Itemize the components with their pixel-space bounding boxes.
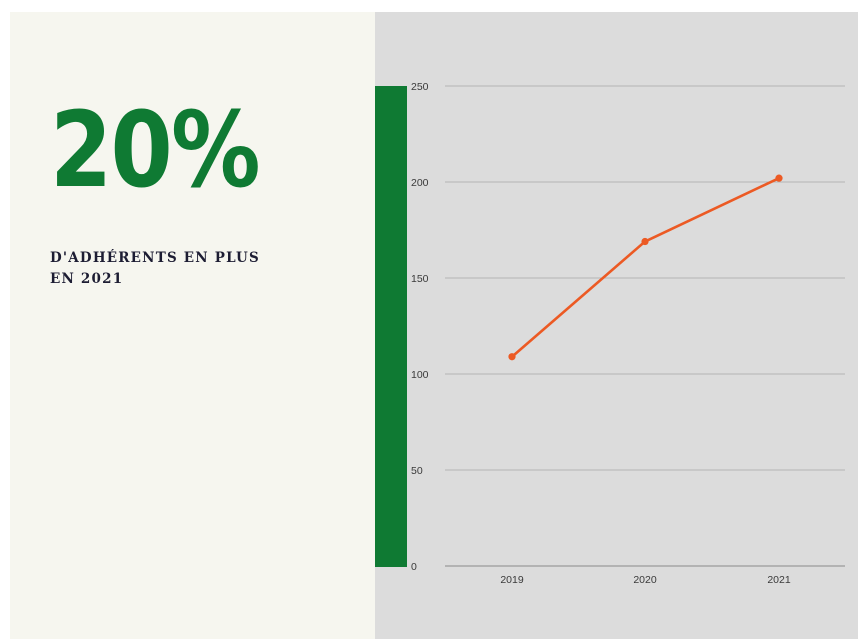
data-point-2019: [508, 353, 516, 361]
y-tick-label: 200: [411, 177, 429, 189]
stat-panel: 20% D'ADHÉRENTS EN PLUS EN 2021: [10, 12, 375, 639]
data-points: [508, 174, 783, 361]
x-tick-label: 2021: [767, 574, 791, 586]
y-tick-label: 50: [411, 465, 423, 477]
accent-bar: [375, 86, 407, 567]
y-tick-label: 250: [411, 81, 429, 93]
y-tick-label: 100: [411, 369, 429, 381]
chart-panel: 0 50 100 150 200 250 2019 2020 2021: [375, 12, 858, 639]
data-point-2020: [641, 237, 649, 246]
caption-line-1: D'ADHÉRENTS EN PLUS: [50, 250, 260, 266]
y-axis-ticks: 0 50 100 150 200 250: [411, 81, 429, 573]
series-line: [511, 176, 780, 358]
x-tick-label: 2019: [500, 574, 524, 586]
caption-line-2: EN 2021: [50, 271, 124, 287]
x-tick-label: 2020: [633, 574, 657, 586]
y-tick-label: 0: [411, 561, 417, 573]
series-polyline: [511, 176, 780, 358]
highlight-caption: D'ADHÉRENTS EN PLUS EN 2021: [50, 248, 320, 290]
y-tick-label: 150: [411, 273, 429, 285]
grid-lines: [445, 85, 845, 567]
data-point-2021: [775, 174, 783, 182]
line-chart: 0 50 100 150 200 250 2019 2020 2021: [411, 81, 845, 586]
x-axis-ticks: 2019 2020 2021: [500, 574, 791, 586]
highlight-percentage: 20%: [50, 89, 261, 211]
